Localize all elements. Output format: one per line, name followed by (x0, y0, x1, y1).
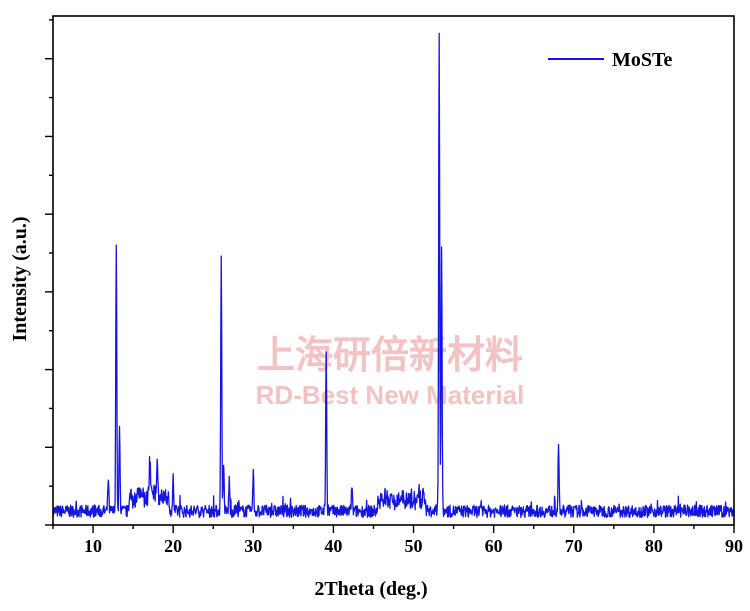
watermark-english: RD-Best New Material (256, 380, 525, 410)
series-line-moste (52, 32, 735, 519)
watermark-chinese: 上海研倍新材料 (257, 333, 523, 377)
x-axis-title: 2Theta (deg.) (314, 578, 427, 600)
x-axis-ticks: 10 20 30 40 50 60 70 80 90 (52, 525, 743, 556)
x-tick-label: 50 (405, 536, 423, 556)
series-layer (52, 32, 735, 519)
x-tick-label: 80 (645, 536, 663, 556)
x-tick-label: 60 (485, 536, 503, 556)
y-axis-ticks (45, 19, 53, 526)
x-tick-label: 90 (725, 536, 743, 556)
x-tick-label: 10 (84, 536, 102, 556)
x-tick-label: 20 (164, 536, 182, 556)
legend: MoSTe (548, 49, 673, 71)
y-axis-title: Intensity (a.u.) (9, 216, 31, 341)
plot-frame (52, 15, 735, 526)
legend-label-moste: MoSTe (612, 49, 673, 71)
x-tick-label: 70 (565, 536, 583, 556)
x-tick-label: 40 (324, 536, 342, 556)
x-tick-label: 30 (244, 536, 262, 556)
